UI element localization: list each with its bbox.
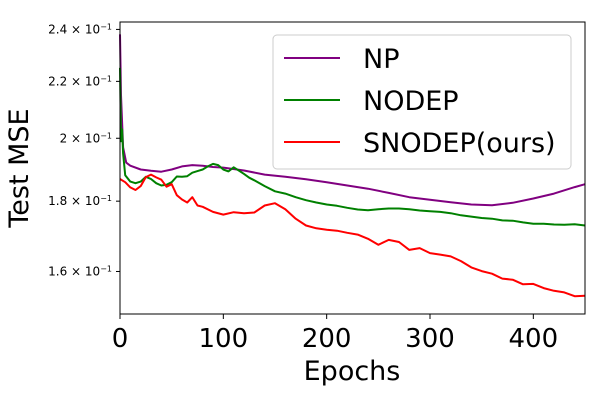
- legend-label-2: SNODEP(ours): [363, 128, 556, 159]
- x-tick-label-4: 400: [509, 324, 559, 354]
- x-tick-label-2: 200: [302, 324, 352, 354]
- x-axis-title: Epochs: [304, 356, 401, 387]
- x-tick-label-1: 100: [199, 324, 249, 354]
- x-axis: 0 100 200 300 400: [112, 314, 558, 354]
- y-axis-title: Test MSE: [4, 108, 35, 228]
- y-tick-label-4: 2.4 × 10−1: [48, 22, 112, 37]
- y-tick-label-1: 1.8 × 10−1: [48, 194, 112, 209]
- legend-label-0: NP: [363, 44, 399, 75]
- y-tick-label-0: 1.6 × 10−1: [48, 264, 112, 279]
- legend-label-1: NODEP: [363, 86, 459, 117]
- x-tick-label-0: 0: [112, 324, 129, 354]
- series-line-2: [119, 173, 586, 298]
- series-line-1: [119, 67, 586, 227]
- y-axis: 1.6 × 10−1 1.8 × 10−1 2 × 10−1 2.2 × 10−1 2.…: [48, 22, 120, 279]
- y-tick-label-2: 2 × 10−1: [60, 131, 112, 146]
- plot-area-frame: [119, 21, 586, 315]
- series-lines: [119, 34, 586, 298]
- x-tick-label-3: 300: [405, 324, 455, 354]
- legend: NP NODEP SNODEP(ours): [272, 34, 572, 170]
- legend-box: [272, 34, 572, 170]
- series-line-0: [119, 34, 586, 207]
- y-tick-label-3: 2.2 × 10−1: [48, 74, 112, 89]
